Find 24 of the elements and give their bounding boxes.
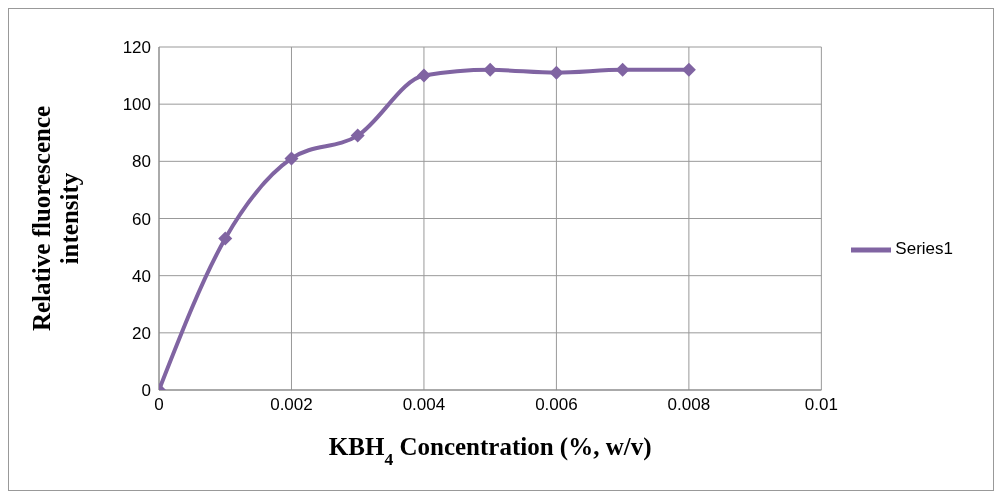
x-tick-label: 0.006	[535, 395, 578, 415]
x-tick-label: 0	[154, 395, 164, 415]
point	[483, 62, 498, 77]
x-axis-title: KBH$_{4}$ Concentration (%, w/v)	[328, 433, 652, 469]
x-tick-label: 0.01	[804, 395, 838, 415]
point	[681, 62, 696, 77]
y-tick-label: 80	[132, 152, 151, 172]
legend-label: Series1	[895, 238, 953, 258]
point	[284, 151, 299, 166]
point	[416, 68, 431, 83]
x-tick-label: 0.004	[402, 395, 446, 415]
point	[218, 231, 233, 246]
point	[350, 128, 365, 143]
point	[615, 62, 630, 77]
x-tick-label: 0.002	[270, 395, 313, 415]
x-tick-label: 0.008	[667, 395, 711, 415]
y-tick-label: 60	[132, 209, 151, 229]
y-tick-label: 100	[122, 95, 151, 115]
y-tick-label: 20	[132, 323, 151, 343]
y-tick-label: 120	[122, 38, 151, 58]
point	[549, 65, 564, 80]
y-tick-label: 40	[132, 266, 151, 286]
y-tick-label: 0	[141, 381, 151, 401]
y-axis-title: Relative fluorescence intensity	[28, 105, 83, 332]
